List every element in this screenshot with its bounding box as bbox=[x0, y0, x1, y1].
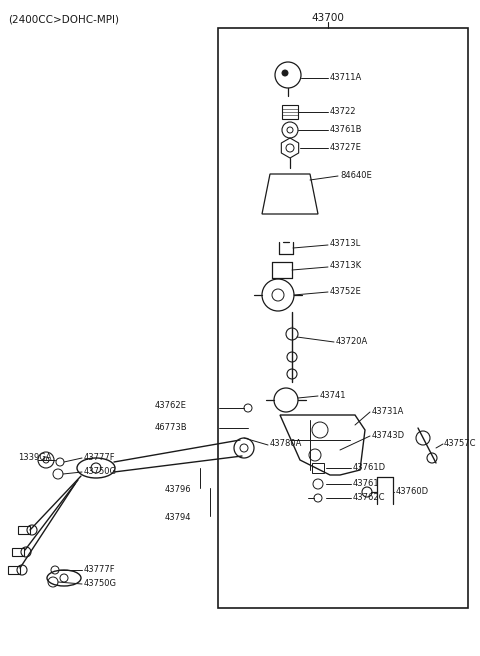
Circle shape bbox=[282, 70, 288, 76]
Text: 43750G: 43750G bbox=[84, 466, 117, 476]
Bar bbox=[18, 526, 30, 534]
Text: 43720A: 43720A bbox=[336, 337, 368, 346]
Text: 43761: 43761 bbox=[353, 480, 380, 489]
Text: 43727E: 43727E bbox=[330, 144, 362, 152]
Bar bbox=[12, 548, 24, 556]
Bar bbox=[218, 28, 468, 608]
Text: 43777F: 43777F bbox=[84, 453, 116, 462]
Text: 43796: 43796 bbox=[165, 485, 192, 495]
Text: 43794: 43794 bbox=[165, 514, 192, 522]
Bar bbox=[312, 463, 324, 473]
Text: 43757C: 43757C bbox=[444, 438, 477, 447]
Text: 84640E: 84640E bbox=[340, 171, 372, 180]
Text: 43741: 43741 bbox=[320, 390, 347, 400]
Text: 43761D: 43761D bbox=[353, 464, 386, 472]
Text: 43760D: 43760D bbox=[396, 487, 429, 497]
Text: 43713L: 43713L bbox=[330, 239, 361, 249]
Text: 43722: 43722 bbox=[330, 108, 357, 117]
Text: 43752E: 43752E bbox=[330, 287, 362, 295]
Bar bbox=[8, 566, 20, 574]
Text: 43713K: 43713K bbox=[330, 262, 362, 270]
Text: 43762C: 43762C bbox=[353, 493, 385, 502]
Text: 46773B: 46773B bbox=[155, 424, 188, 432]
Text: 43761B: 43761B bbox=[330, 125, 362, 134]
Text: 43711A: 43711A bbox=[330, 73, 362, 83]
Text: (2400CC>DOHC-MPI): (2400CC>DOHC-MPI) bbox=[8, 15, 119, 25]
Text: 43743D: 43743D bbox=[372, 430, 405, 440]
Text: 43750G: 43750G bbox=[84, 579, 117, 588]
Text: 43762E: 43762E bbox=[155, 401, 187, 409]
Text: 1339GA: 1339GA bbox=[18, 453, 51, 462]
Text: 43731A: 43731A bbox=[372, 407, 404, 415]
Bar bbox=[282, 105, 298, 119]
Text: 43777F: 43777F bbox=[84, 565, 116, 573]
Text: 43780A: 43780A bbox=[270, 440, 302, 449]
Text: 43700: 43700 bbox=[312, 13, 345, 23]
